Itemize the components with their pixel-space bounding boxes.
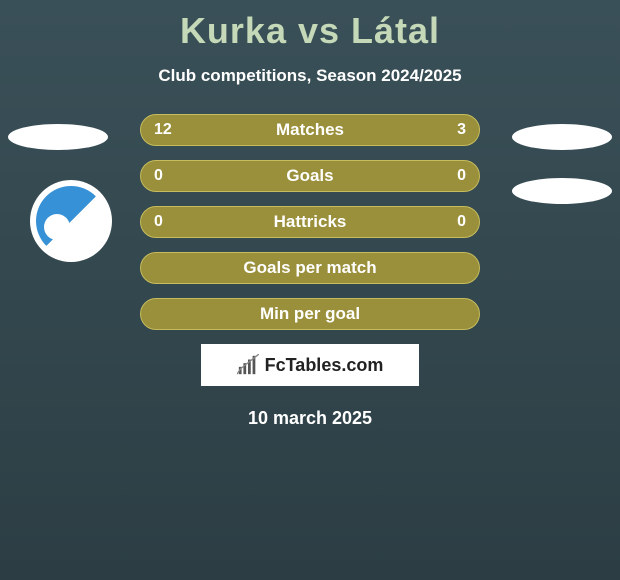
bar-label: Matches [140,114,480,146]
bar-row: Matches12 3 [140,114,480,146]
bar-label: Goals per match [140,252,480,284]
comparison-bars: Matches123Goals00Hattricks00Goals per ma… [140,114,480,330]
date-label: 10 march 2025 [0,408,620,429]
club-logo-icon [36,186,106,256]
left-club-badge [30,180,112,262]
chart-icon [237,354,259,376]
bar-value-right: 0 [457,160,466,192]
bar-label: Hattricks [140,206,480,238]
bar-value-left: 0 [154,206,163,238]
bar-row: Hattricks0 0 [140,206,480,238]
bar-value-right: 3 [457,114,466,146]
subtitle: Club competitions, Season 2024/2025 [0,66,620,86]
page-title: Kurka vs Látal [0,0,620,52]
bar-label: Min per goal [140,298,480,330]
right-club-badge [512,178,612,204]
bar-value-left: 12 [154,114,172,146]
bar-row: Goals0 0 [140,160,480,192]
bar-value-left: 0 [154,160,163,192]
right-player-badge [512,124,612,150]
bar-row: Goals per match [140,252,480,284]
bar-value-right: 0 [457,206,466,238]
fctables-logo[interactable]: FcTables.com [201,344,419,386]
bar-label: Goals [140,160,480,192]
bar-row: Min per goal [140,298,480,330]
logo-text: FcTables.com [265,355,384,376]
left-player-badge [8,124,108,150]
